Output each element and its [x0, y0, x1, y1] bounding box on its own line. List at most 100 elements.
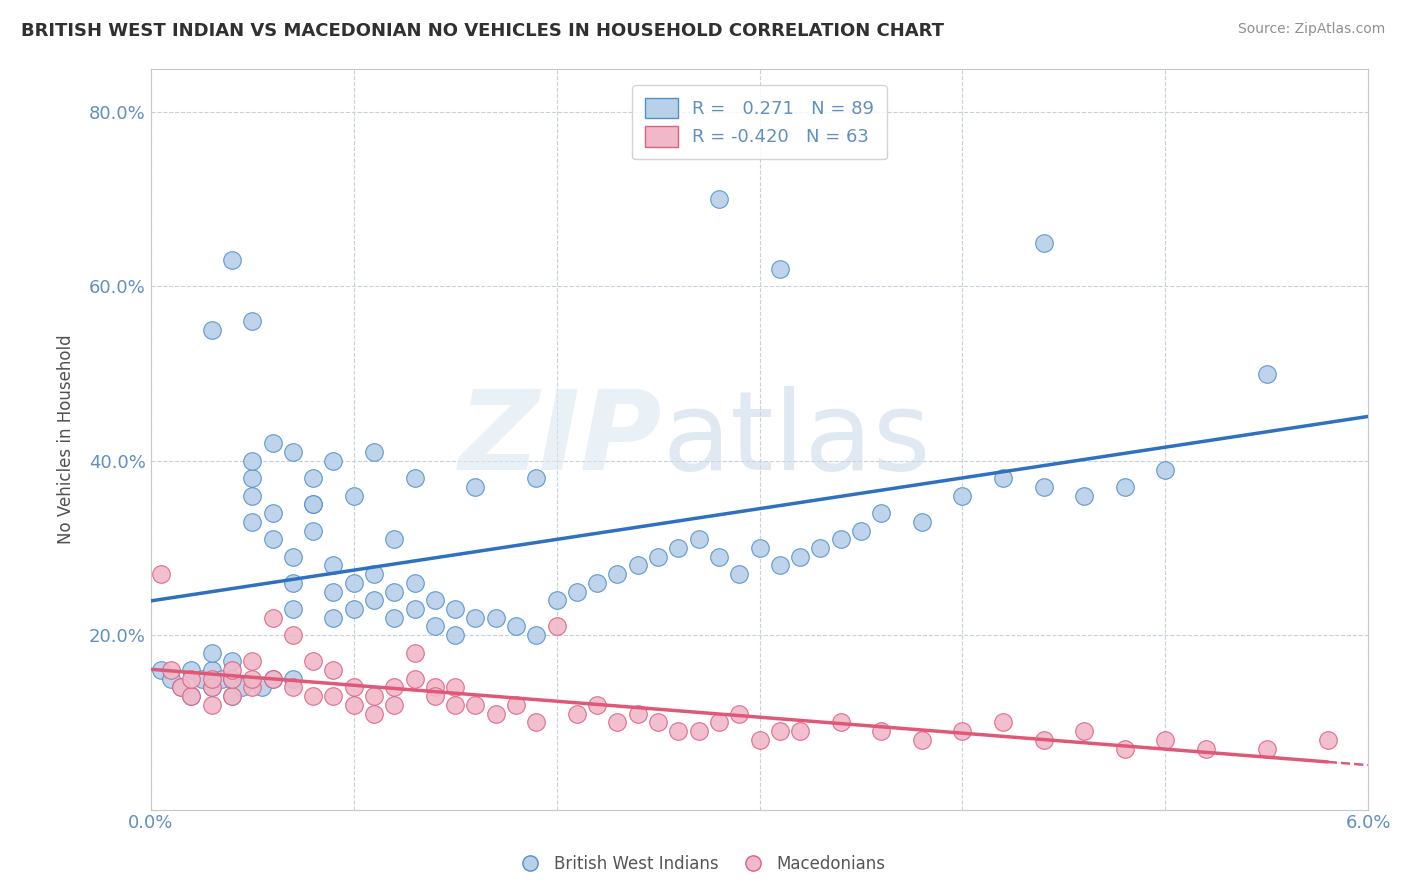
- Point: [382, 611, 405, 625]
- Point: [240, 314, 263, 328]
- Point: [322, 690, 344, 704]
- Point: [240, 489, 263, 503]
- Point: [627, 706, 650, 721]
- Point: [281, 672, 304, 686]
- Legend: British West Indians, Macedonians: British West Indians, Macedonians: [513, 848, 893, 880]
- Point: [748, 541, 770, 555]
- Point: [221, 253, 243, 268]
- Point: [322, 584, 344, 599]
- Point: [444, 602, 467, 616]
- Point: [647, 549, 669, 564]
- Point: [382, 681, 405, 695]
- Point: [524, 471, 547, 485]
- Point: [1073, 724, 1095, 739]
- Point: [1316, 732, 1339, 747]
- Point: [423, 593, 446, 607]
- Point: [870, 506, 893, 520]
- Point: [444, 681, 467, 695]
- Point: [240, 515, 263, 529]
- Point: [262, 533, 284, 547]
- Point: [423, 619, 446, 633]
- Point: [231, 681, 253, 695]
- Y-axis label: No Vehicles in Household: No Vehicles in Household: [58, 334, 75, 544]
- Point: [343, 489, 366, 503]
- Point: [160, 663, 183, 677]
- Point: [262, 672, 284, 686]
- Point: [586, 575, 609, 590]
- Point: [789, 549, 811, 564]
- Point: [485, 706, 508, 721]
- Point: [343, 681, 366, 695]
- Point: [221, 690, 243, 704]
- Point: [281, 681, 304, 695]
- Point: [688, 724, 710, 739]
- Point: [343, 602, 366, 616]
- Point: [911, 515, 934, 529]
- Point: [302, 524, 325, 538]
- Point: [302, 690, 325, 704]
- Point: [464, 611, 486, 625]
- Point: [404, 646, 426, 660]
- Point: [707, 549, 730, 564]
- Point: [363, 593, 385, 607]
- Point: [524, 628, 547, 642]
- Point: [565, 584, 588, 599]
- Point: [830, 715, 852, 730]
- Point: [991, 471, 1014, 485]
- Legend: R =   0.271   N = 89, R = -0.420   N = 63: R = 0.271 N = 89, R = -0.420 N = 63: [633, 85, 887, 159]
- Point: [180, 663, 202, 677]
- Point: [952, 489, 974, 503]
- Point: [201, 323, 224, 337]
- Point: [606, 715, 628, 730]
- Point: [444, 698, 467, 712]
- Point: [170, 681, 193, 695]
- Point: [180, 690, 202, 704]
- Point: [281, 575, 304, 590]
- Point: [240, 654, 263, 668]
- Point: [252, 681, 274, 695]
- Point: [464, 698, 486, 712]
- Point: [382, 584, 405, 599]
- Point: [221, 654, 243, 668]
- Point: [363, 445, 385, 459]
- Point: [240, 454, 263, 468]
- Point: [221, 672, 243, 686]
- Point: [201, 681, 224, 695]
- Point: [1073, 489, 1095, 503]
- Point: [546, 619, 568, 633]
- Point: [423, 681, 446, 695]
- Point: [240, 681, 263, 695]
- Point: [201, 672, 224, 686]
- Point: [170, 681, 193, 695]
- Point: [627, 558, 650, 573]
- Point: [1154, 732, 1177, 747]
- Point: [180, 672, 202, 686]
- Point: [221, 690, 243, 704]
- Point: [1032, 480, 1054, 494]
- Point: [190, 672, 212, 686]
- Point: [444, 628, 467, 642]
- Text: ZIP: ZIP: [458, 385, 662, 492]
- Point: [322, 558, 344, 573]
- Point: [240, 471, 263, 485]
- Point: [201, 698, 224, 712]
- Point: [728, 567, 751, 582]
- Point: [281, 628, 304, 642]
- Point: [363, 706, 385, 721]
- Point: [281, 549, 304, 564]
- Point: [201, 681, 224, 695]
- Point: [302, 654, 325, 668]
- Point: [870, 724, 893, 739]
- Text: atlas: atlas: [662, 385, 931, 492]
- Point: [1256, 741, 1278, 756]
- Point: [302, 497, 325, 511]
- Point: [201, 663, 224, 677]
- Point: [149, 663, 172, 677]
- Point: [1032, 732, 1054, 747]
- Point: [363, 690, 385, 704]
- Point: [262, 672, 284, 686]
- Point: [666, 724, 689, 739]
- Point: [688, 533, 710, 547]
- Point: [808, 541, 831, 555]
- Point: [149, 567, 172, 582]
